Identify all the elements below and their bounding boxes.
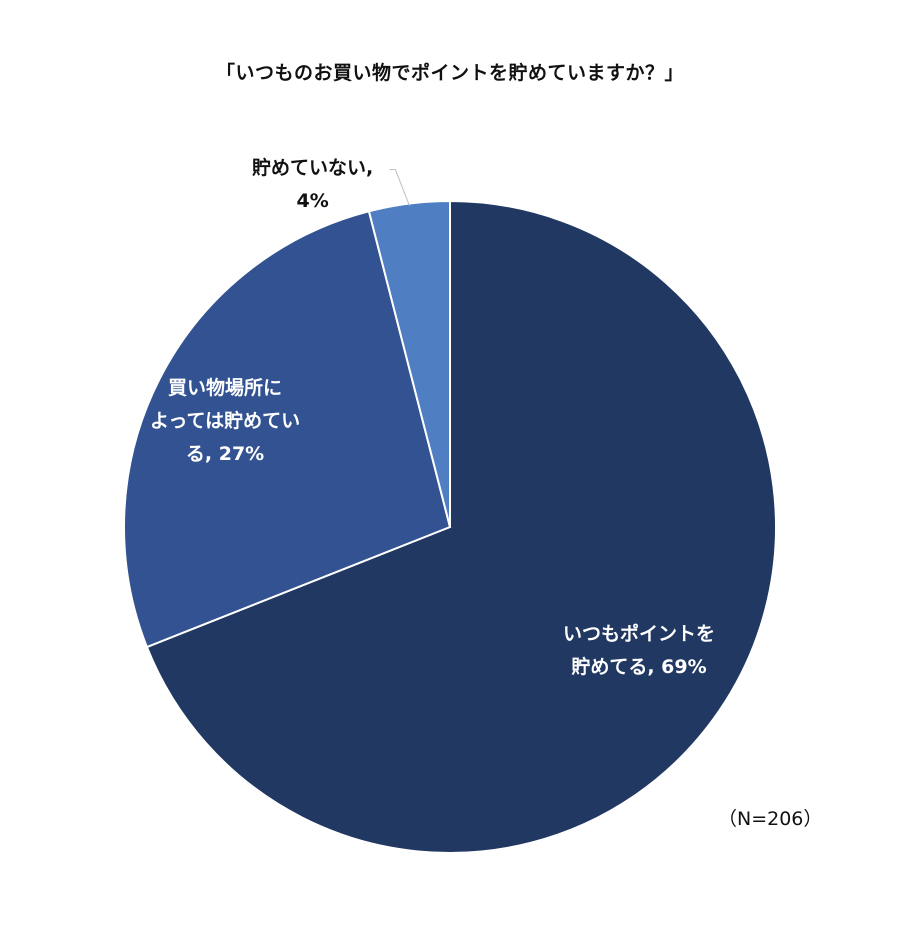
slice-label-line: いつもポイントを — [563, 623, 716, 645]
slice-label-line: よっては貯めてい — [150, 410, 301, 432]
slice-label-line: 4% — [296, 190, 329, 212]
slice-label-depends-on-store: 買い物場所に よっては貯めてい る, 27% — [150, 372, 300, 471]
chart-title: 「いつものお買い物でポイントを貯めていますか？」 — [215, 62, 684, 84]
sample-size-note: （N=206） — [718, 808, 823, 830]
pie-slice-always-save — [145, 199, 777, 854]
slice-label-line: 貯めてる, 69% — [571, 656, 707, 678]
pie-slice-depends-on-store — [123, 210, 452, 649]
slice-label-line: る, 27% — [185, 443, 265, 465]
slice-label-line: 貯めていない, — [252, 157, 374, 179]
leader-line — [389, 169, 410, 206]
slice-label-not-saving: 貯めていない, 4% — [252, 152, 373, 218]
slice-label-line: 買い物場所に — [168, 377, 283, 399]
slice-label-always-save: いつもポイントを 貯めてる, 69% — [563, 618, 715, 684]
